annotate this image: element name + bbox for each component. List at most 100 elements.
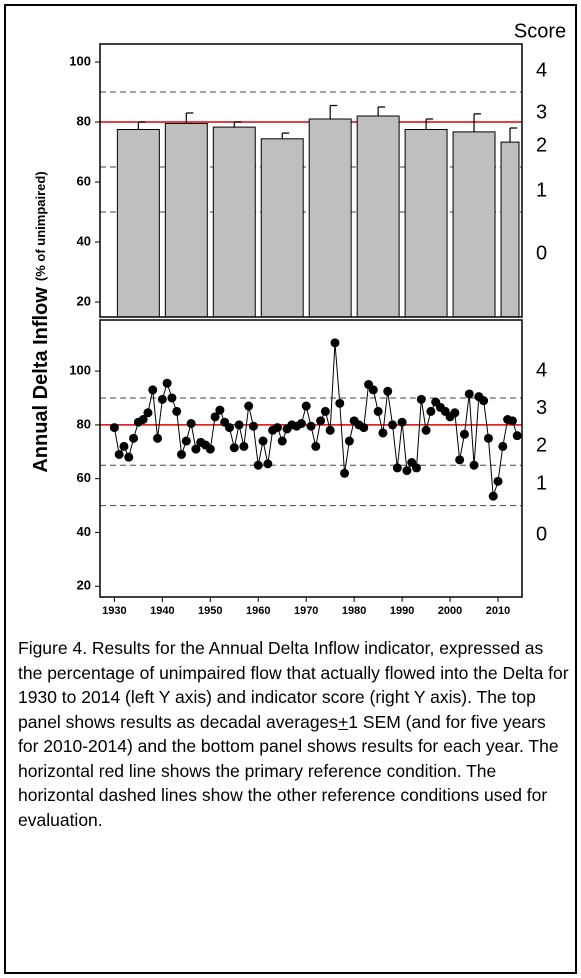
bar (116, 129, 160, 318)
error-bar (329, 104, 338, 119)
y-tick-label: 80 (77, 113, 91, 128)
score-label: Score (514, 20, 566, 42)
y-tick-label: 20 (77, 578, 91, 593)
data-point (512, 431, 522, 441)
data-point (244, 401, 254, 411)
bar (452, 131, 496, 318)
x-tick-label: 1970 (294, 605, 318, 617)
y2-tick-label: 3 (536, 397, 547, 419)
data-point (306, 421, 316, 431)
y-tick-label: 20 (77, 293, 91, 308)
x-tick-label: 1990 (390, 605, 414, 617)
data-point (124, 452, 134, 462)
data-point (129, 433, 139, 443)
data-point (186, 419, 196, 429)
caption-text: + (338, 711, 349, 732)
data-point (498, 441, 508, 451)
data-point (248, 421, 258, 431)
data-point (253, 460, 263, 470)
y2-tick-label: 3 (536, 101, 547, 123)
data-point (296, 419, 306, 429)
data-point (148, 385, 158, 395)
data-point (416, 394, 426, 404)
y-tick-label: 60 (77, 470, 91, 485)
data-point (320, 406, 330, 416)
y-axis-title-unit: (% of unimpaired) (33, 171, 48, 281)
y2-tick-label: 1 (536, 179, 547, 201)
error-bar (473, 113, 482, 132)
data-point (153, 433, 163, 443)
data-point (426, 406, 436, 416)
y-tick-label: 60 (77, 173, 91, 188)
bar (260, 138, 304, 318)
data-point (459, 429, 469, 439)
x-tick-label: 1950 (198, 605, 222, 617)
bar (212, 126, 256, 318)
data-point (378, 428, 388, 438)
error-bar (137, 121, 146, 130)
caption: Figure 4. Results for the Annual Delta I… (18, 636, 570, 832)
data-point (383, 386, 393, 396)
y-tick-label: 80 (77, 416, 91, 431)
data-point (177, 449, 187, 459)
data-point (172, 406, 182, 416)
bar (500, 141, 520, 318)
data-point (330, 338, 340, 348)
data-point (143, 408, 153, 418)
error-bar (185, 112, 194, 124)
figure-frame (4, 4, 577, 974)
error-bar (425, 118, 434, 130)
data-point (340, 468, 350, 478)
data-point (234, 420, 244, 430)
error-bar (233, 121, 242, 128)
data-point (162, 378, 172, 388)
data-point (316, 416, 326, 426)
data-point (301, 401, 311, 411)
data-point (109, 423, 119, 433)
x-tick-label: 1930 (102, 605, 126, 617)
data-point (119, 441, 129, 451)
data-point (205, 444, 215, 454)
data-point (455, 455, 465, 465)
data-point (488, 491, 498, 501)
data-point (368, 385, 378, 395)
data-point (483, 433, 493, 443)
data-point (157, 394, 167, 404)
data-point (392, 463, 402, 473)
y-tick-label: 40 (77, 524, 91, 539)
y2-tick-label: 0 (536, 242, 547, 264)
data-line (113, 342, 518, 497)
bar (164, 123, 208, 318)
data-point (402, 466, 412, 476)
data-point (239, 441, 249, 451)
plot-frame (99, 319, 523, 598)
data-point (224, 423, 234, 433)
y2-tick-label: 2 (536, 435, 547, 457)
data-point (469, 460, 479, 470)
x-tick-label: 1960 (246, 605, 270, 617)
data-point (229, 443, 239, 453)
caption-text: Figure 4. Results for the Annual Delta I… (18, 638, 569, 732)
data-point (277, 436, 287, 446)
bar (356, 115, 400, 318)
y-tick-label: 100 (69, 53, 91, 68)
data-point (450, 408, 460, 418)
caption-text: 1 SEM (and for five years for 2010-2014)… (18, 711, 559, 830)
data-point (210, 412, 220, 422)
data-point (263, 459, 273, 469)
y2-tick-label: 2 (536, 134, 547, 156)
data-point (138, 415, 148, 425)
bar (308, 118, 352, 318)
data-point (191, 444, 201, 454)
data-point (167, 393, 177, 403)
y2-tick-label: 1 (536, 472, 547, 494)
y-tick-label: 40 (77, 233, 91, 248)
data-point (215, 405, 225, 415)
y2-tick-label: 4 (536, 359, 547, 381)
data-point (412, 463, 421, 473)
x-tick-label: 2000 (438, 605, 462, 617)
error-bar (377, 106, 386, 116)
data-point (421, 425, 431, 435)
plot-frame (99, 43, 523, 318)
